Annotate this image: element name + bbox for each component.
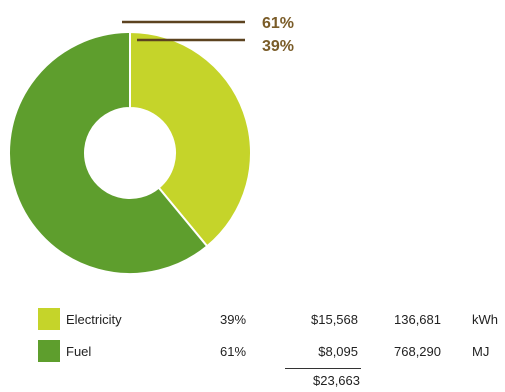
total-cost: $23,663: [313, 373, 360, 388]
electricity-swatch: [38, 308, 60, 330]
callout-label: 39%: [262, 38, 294, 55]
slice-electricity: [129, 30, 252, 248]
legend-quantity: 136,681: [394, 312, 441, 327]
slice-fuel: [8, 30, 209, 275]
callouts: 61% 39%: [122, 15, 294, 55]
legend-row-electricity: Electricity 39% $15,568 136,681 kWh: [38, 308, 503, 334]
fuel-swatch: [38, 340, 60, 362]
total-rule: [285, 368, 361, 369]
legend-percent: 39%: [220, 312, 247, 327]
donut-chart: 61% 39%: [8, 15, 294, 275]
legend-cost: $15,568: [311, 312, 358, 327]
legend-cost: $8,095: [318, 344, 358, 359]
legend-quantity: 768,290: [394, 344, 441, 359]
callout-label: 61%: [262, 15, 294, 32]
legend-percent: 61%: [220, 344, 247, 359]
slices: [8, 30, 252, 275]
legend-unit: MJ: [472, 344, 490, 359]
legend-label: Fuel: [66, 344, 92, 359]
legend-label: Electricity: [66, 312, 122, 327]
legend-unit: kWh: [472, 312, 498, 327]
legend-row-fuel: Fuel 61% $8,095 768,290 MJ: [38, 340, 503, 366]
